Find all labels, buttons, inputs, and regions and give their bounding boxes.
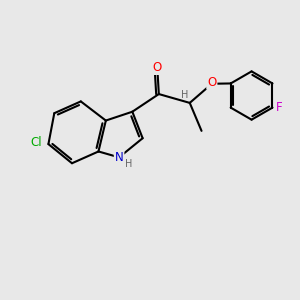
- Text: N: N: [115, 151, 124, 164]
- Text: O: O: [207, 76, 217, 89]
- Text: F: F: [276, 101, 282, 114]
- Text: H: H: [181, 90, 188, 100]
- Text: Cl: Cl: [30, 136, 42, 149]
- Text: H: H: [125, 159, 132, 169]
- Text: O: O: [153, 61, 162, 74]
